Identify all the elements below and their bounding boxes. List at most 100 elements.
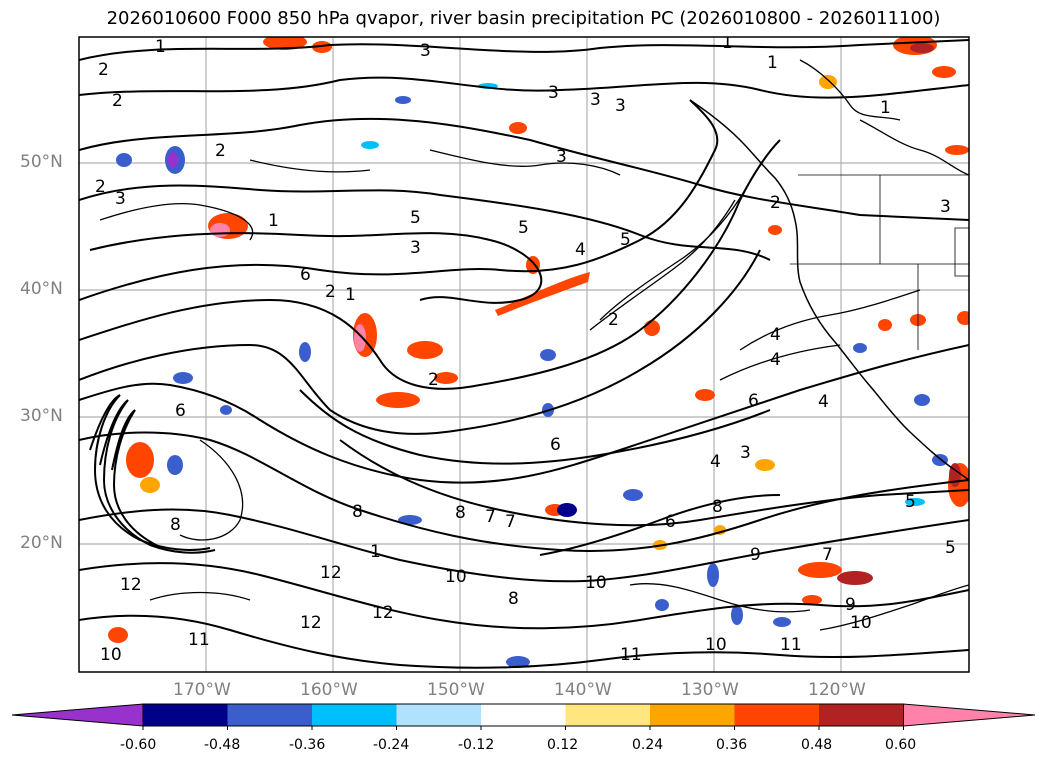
colorbar-tick-label: 0.12	[547, 737, 579, 753]
svg-text:5: 5	[518, 218, 529, 238]
svg-text:5: 5	[905, 492, 916, 512]
colorbar-border	[142, 703, 904, 727]
svg-text:1: 1	[880, 98, 891, 118]
svg-text:10: 10	[585, 573, 607, 593]
svg-text:10: 10	[445, 567, 467, 587]
svg-text:12: 12	[300, 613, 322, 633]
svg-text:1: 1	[268, 211, 279, 231]
svg-text:4: 4	[818, 392, 829, 412]
svg-text:3: 3	[615, 96, 626, 116]
colorbar-segment	[650, 704, 735, 726]
svg-text:5: 5	[945, 538, 956, 558]
map-content: 122 223 1 53 562 124 521 112 333 3 33 444 …	[79, 33, 969, 672]
colorbar-segment	[227, 704, 313, 726]
svg-text:8: 8	[508, 589, 519, 609]
svg-text:9: 9	[750, 545, 761, 565]
lon-label-130w: 130°W	[681, 680, 739, 700]
svg-text:6: 6	[175, 401, 186, 421]
colorbar-tick-label: 0.24	[632, 737, 664, 753]
qvapor-contours	[79, 39, 969, 669]
coastline	[689, 99, 969, 481]
colorbar-tick-label: -0.36	[289, 737, 326, 753]
colorbar-tick-label: 0.48	[801, 737, 833, 753]
lon-label-160w: 160°W	[300, 680, 358, 700]
lon-label-150w: 150°W	[427, 680, 485, 700]
svg-text:1: 1	[722, 33, 733, 53]
svg-text:3: 3	[420, 41, 431, 61]
colorbar-tick-label: 0.36	[716, 737, 748, 753]
svg-text:3: 3	[548, 83, 559, 103]
svg-text:8: 8	[170, 515, 181, 535]
lon-label-170w: 170°W	[173, 680, 231, 700]
map-border	[78, 36, 970, 673]
colorbar-extend-right	[903, 703, 1036, 727]
colorbar	[11, 703, 1036, 730]
svg-text:11: 11	[188, 630, 210, 650]
svg-text:3: 3	[410, 238, 421, 258]
colorbar-segment	[481, 704, 566, 726]
svg-text:8: 8	[712, 497, 723, 517]
precip-fill-negative	[116, 83, 948, 668]
svg-text:7: 7	[822, 545, 833, 565]
svg-text:2: 2	[215, 141, 226, 161]
svg-text:5: 5	[620, 230, 631, 250]
svg-text:11: 11	[780, 635, 802, 655]
lat-label-40n: 40°N	[20, 279, 63, 299]
colorbar-segment	[819, 704, 904, 726]
precip-fill-positive	[108, 37, 969, 643]
svg-text:6: 6	[550, 435, 561, 455]
svg-text:10: 10	[850, 613, 872, 633]
svg-text:1: 1	[345, 285, 356, 305]
svg-text:3: 3	[556, 147, 567, 167]
svg-text:12: 12	[120, 575, 142, 595]
svg-text:1: 1	[155, 37, 166, 57]
colorbar-tick-label: -0.60	[120, 737, 157, 753]
svg-text:6: 6	[300, 265, 311, 285]
svg-text:1: 1	[767, 53, 778, 73]
contour-labels: 122 223 1 53 562 124 521 112 333 3 33 444 …	[95, 33, 956, 665]
lat-label-30n: 30°N	[20, 406, 63, 426]
svg-text:2: 2	[325, 282, 336, 302]
svg-text:6: 6	[665, 512, 676, 532]
svg-text:4: 4	[770, 325, 781, 345]
political-borders	[790, 174, 969, 350]
svg-text:10: 10	[705, 635, 727, 655]
svg-text:12: 12	[320, 563, 342, 583]
svg-text:3: 3	[740, 443, 751, 463]
colorbar-segment	[396, 704, 482, 726]
svg-text:7: 7	[485, 507, 496, 527]
svg-text:1: 1	[370, 542, 381, 562]
colorbar-segment	[143, 704, 228, 726]
svg-text:9: 9	[845, 595, 856, 615]
svg-text:2: 2	[98, 60, 109, 80]
lon-label-140w: 140°W	[554, 680, 612, 700]
svg-text:5: 5	[410, 208, 421, 228]
svg-text:3: 3	[590, 90, 601, 110]
svg-text:8: 8	[455, 503, 466, 523]
colorbar-tick-label: -0.12	[458, 737, 495, 753]
qvapor-contours-thin	[99, 59, 969, 631]
svg-text:3: 3	[940, 197, 951, 217]
svg-text:4: 4	[770, 350, 781, 370]
lon-label-120w: 120°W	[808, 680, 866, 700]
colorbar-extend-left	[11, 703, 144, 727]
svg-text:3: 3	[115, 189, 126, 209]
colorbar-tick-label: -0.48	[204, 737, 241, 753]
svg-text:11: 11	[620, 645, 642, 665]
svg-text:6: 6	[748, 391, 759, 411]
svg-text:7: 7	[505, 512, 516, 532]
svg-text:12: 12	[372, 603, 394, 623]
colorbar-segment	[312, 704, 397, 726]
map-title: 2026010600 F000 850 hPa qvapor, river ba…	[106, 8, 941, 29]
lat-label-50n: 50°N	[20, 152, 63, 172]
svg-text:10: 10	[100, 645, 122, 665]
colorbar-tick-label: 0.60	[885, 737, 917, 753]
svg-text:2: 2	[608, 310, 619, 330]
svg-text:4: 4	[710, 452, 721, 472]
svg-text:2: 2	[428, 370, 439, 390]
svg-text:2: 2	[95, 177, 106, 197]
lat-label-20n: 20°N	[20, 533, 63, 553]
svg-text:8: 8	[352, 502, 363, 522]
svg-text:2: 2	[112, 91, 123, 111]
